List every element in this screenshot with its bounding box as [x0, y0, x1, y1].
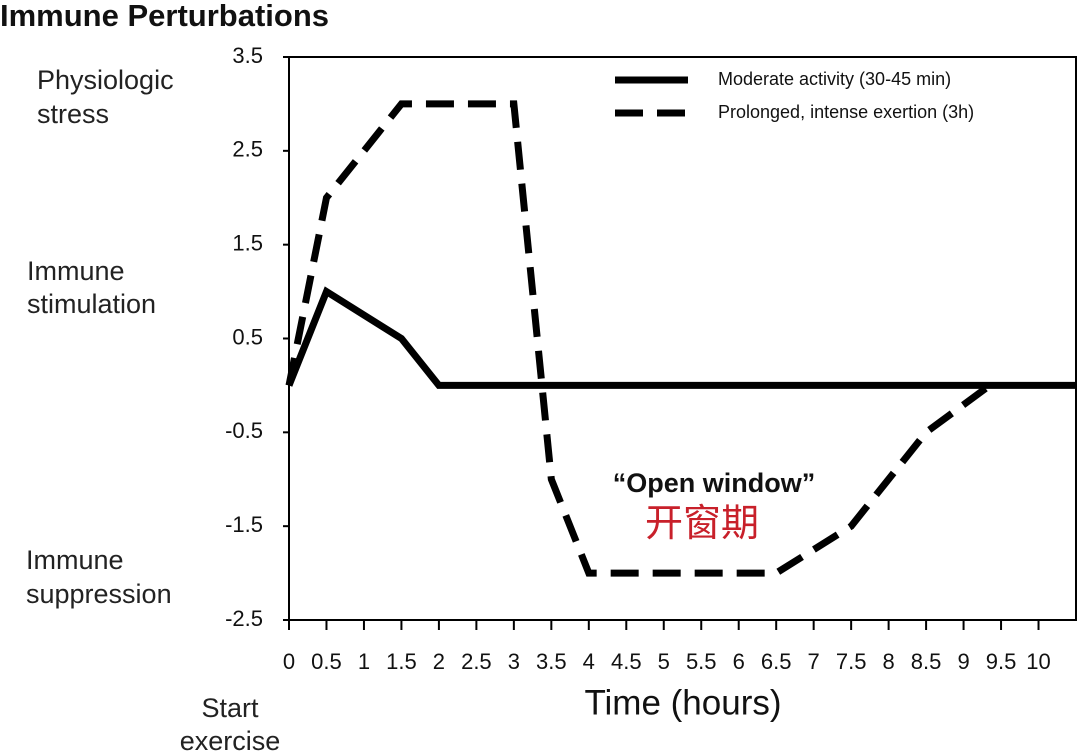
annotation: stress [37, 99, 109, 129]
y-tick-label: -0.5 [225, 418, 263, 443]
x-tick-label: 0.5 [311, 649, 342, 674]
y-tick-label: -1.5 [225, 512, 263, 537]
x-tick-label: 0 [283, 649, 295, 674]
annotation: stimulation [27, 289, 156, 319]
x-tick-label: 9.5 [986, 649, 1017, 674]
x-tick-label: 3 [508, 649, 520, 674]
x-tick-label: 8.5 [911, 649, 942, 674]
y-tick-label: 0.5 [232, 324, 263, 349]
annotation: Immune [27, 256, 125, 286]
y-tick-label: -2.5 [225, 606, 263, 631]
x-tick-label: 7.5 [836, 649, 867, 674]
annotation: Start [201, 693, 259, 723]
annotation: “Open window” [613, 468, 816, 498]
annotation: suppression [26, 579, 172, 609]
y-tick-label: 1.5 [232, 230, 263, 255]
annotation: Physiologic [37, 65, 174, 95]
annotation: exercise [180, 726, 281, 755]
x-tick-label: 6.5 [761, 649, 792, 674]
x-tick-label: 2.5 [461, 649, 492, 674]
x-tick-label: 7 [808, 649, 820, 674]
x-tick-label: 5 [658, 649, 670, 674]
x-tick-label: 2 [433, 649, 445, 674]
x-tick-label: 10 [1026, 649, 1050, 674]
chart-title: Immune Perturbations [0, 0, 329, 33]
legend-label: Prolonged, intense exertion (3h) [718, 102, 974, 122]
legend-label: Moderate activity (30-45 min) [718, 69, 951, 89]
series-line [285, 286, 1076, 389]
x-tick-label: 4 [583, 649, 595, 674]
x-tick-label: 9 [957, 649, 969, 674]
x-tick-label: 6 [733, 649, 745, 674]
y-tick-label: 2.5 [232, 137, 263, 162]
annotation: 开窗期 [645, 503, 759, 545]
annotation: Immune [26, 545, 124, 575]
series-line [285, 100, 992, 577]
y-tick-label: 3.5 [232, 43, 263, 68]
x-tick-label: 1 [358, 649, 370, 674]
x-axis-label: Time (hours) [584, 683, 781, 722]
x-tick-label: 4.5 [611, 649, 642, 674]
x-tick-label: 1.5 [386, 649, 417, 674]
x-tick-label: 5.5 [686, 649, 717, 674]
x-tick-label: 8 [882, 649, 894, 674]
x-tick-label: 3.5 [536, 649, 567, 674]
